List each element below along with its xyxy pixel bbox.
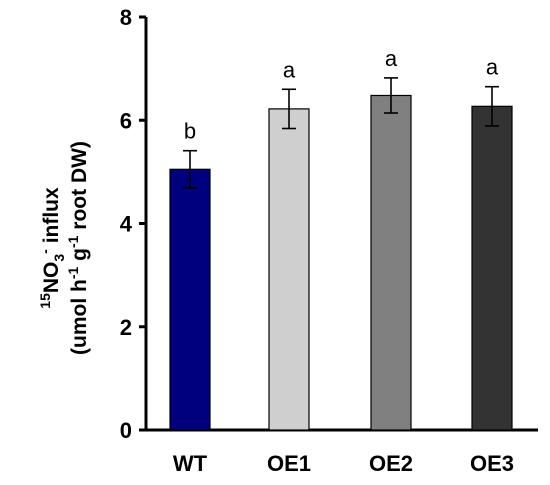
y-tick-label-8: 8 <box>120 5 132 30</box>
ylabel-sup-minus1-a: -1 <box>65 266 81 279</box>
ylabel-g: g <box>68 248 91 267</box>
x-tick-label-oe2: OE2 <box>369 451 413 476</box>
x-tick-label-oe1: OE1 <box>267 451 311 476</box>
ylabel-influx: influx <box>40 187 63 249</box>
ylabel-no: NO <box>40 262 63 294</box>
significance-label-wt: b <box>184 119 196 144</box>
ylabel-umol-h: (umol h <box>68 279 91 355</box>
y-tick-label-4: 4 <box>120 212 133 237</box>
y-axis-label-line1: 15NO3- influx <box>37 187 67 309</box>
ylabel-sup-minus: - <box>37 249 53 254</box>
y-axis-label: 15NO3- influx (umol h-1 g-1 root DW) <box>37 141 91 355</box>
ylabel-sup-15: 15 <box>37 293 53 309</box>
bar-oe2 <box>370 94 412 431</box>
bar-oe3 <box>471 105 513 431</box>
y-tick-label-0: 0 <box>120 418 132 443</box>
significance-label-oe3: a <box>486 55 499 80</box>
ylabel-sup-minus1-b: -1 <box>65 235 81 248</box>
significance-label-oe2: a <box>385 46 398 71</box>
significance-label-oe1: a <box>283 57 296 82</box>
y-tick-label-2: 2 <box>120 315 132 340</box>
x-tick-label-oe3: OE3 <box>470 451 514 476</box>
bar-oe1 <box>268 108 310 431</box>
bar-wt <box>169 168 211 431</box>
y-axis-label-line2: (umol h-1 g-1 root DW) <box>65 141 91 355</box>
plot-area: 0 2 4 6 8 b WT a OE1 a OE2 a OE3 <box>120 5 538 476</box>
ylabel-root-dw: root DW) <box>68 141 91 235</box>
x-tick-label-wt: WT <box>173 451 208 476</box>
y-tick-label-6: 6 <box>120 108 132 133</box>
ylabel-sub-3: 3 <box>51 254 67 262</box>
